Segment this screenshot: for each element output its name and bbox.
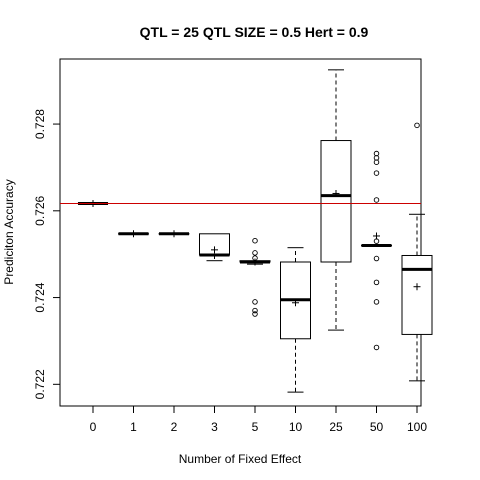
box-group-2 [158,230,190,238]
x-tick-label: 50 [370,420,384,434]
y-tick-label: 0.722 [33,369,47,399]
box-group-3 [199,233,230,262]
x-tick-label: 2 [171,420,178,434]
box [401,254,433,335]
x-tick-label: 10 [289,420,303,434]
y-axis: 0.722 0.724 0.726 0.728 [33,109,60,399]
outlier-point [373,159,380,165]
outlier-point [373,197,380,203]
plot-frame [59,58,422,407]
outlier-point [252,250,258,256]
y-tick-label: 0.724 [33,282,47,312]
x-axis-label: Number of Fixed Effect [179,452,302,466]
outlier-point [373,170,380,176]
outlier-point [252,255,258,261]
outlier-point [373,255,380,262]
outlier-point [252,237,258,244]
outlier-point [252,311,258,317]
outlier-point [373,238,380,244]
chart-marks [60,69,433,393]
x-tick-label: 25 [329,420,343,434]
outlier-point [373,344,380,351]
x-tick-label: 5 [252,420,259,434]
x-tick-label: 3 [211,420,218,434]
x-tick-label: 100 [407,420,427,434]
outlier-point [252,307,258,314]
x-tick-label: 1 [130,420,137,434]
outlier-point [252,299,258,305]
box-group-1 [118,230,149,238]
y-tick-label: 0.726 [33,195,47,225]
x-tick-label: 0 [90,420,97,434]
y-tick-label: 0.728 [33,109,47,139]
box-group-100 [401,122,433,382]
box [320,140,352,263]
box-group-50 [361,150,392,351]
outlier-point [373,279,380,286]
box-group-5 [239,237,271,317]
outlier-point [414,122,420,129]
chart-title: QTL = 25 QTL SIZE = 0.5 Hert = 0.9 [140,24,369,40]
box-group-25 [320,69,352,331]
x-axis: 0 1 2 3 5 10 25 50 100 [90,406,427,434]
outlier-point [373,299,380,305]
box-group-10 [280,247,311,393]
y-axis-label: Prediciton Accuracy [2,179,16,284]
